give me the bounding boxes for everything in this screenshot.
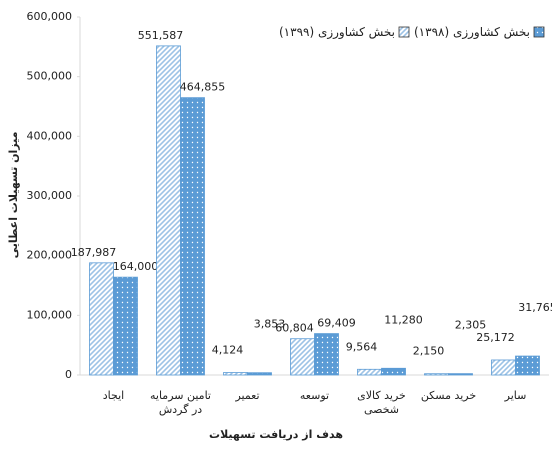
x-tick-label: ایجاد [102, 389, 125, 402]
y-tick-label: 100,000 [27, 308, 73, 321]
value-label: 2,305 [455, 319, 487, 332]
bar [515, 355, 540, 376]
value-label: 69,409 [317, 317, 356, 330]
value-label: 164,000 [113, 260, 159, 273]
bar [357, 368, 382, 376]
bar [424, 373, 449, 376]
value-label: 2,150 [413, 345, 445, 358]
value-label: 464,855 [180, 81, 226, 94]
y-tick-label: 600,000 [27, 10, 73, 23]
x-tick-label: تامین سرمایه در گردش [150, 389, 211, 416]
x-tick-label: خرید کالای شخصی [357, 389, 406, 416]
bar [180, 97, 205, 376]
value-label: 11,280 [384, 313, 423, 326]
value-label: 9,564 [346, 340, 378, 353]
x-tick-label: تعمیر [235, 389, 260, 402]
value-label: 3,853 [254, 318, 286, 331]
bar [491, 359, 516, 376]
bar [223, 372, 248, 376]
x-tick-label: توسعه [299, 389, 330, 402]
bar [156, 45, 181, 376]
y-axis-label: میزان تسهیلات اعطایی [7, 131, 20, 259]
y-tick-label: 200,000 [27, 249, 73, 262]
value-label: 551,587 [138, 29, 184, 42]
value-label: 25,172 [476, 331, 515, 344]
value-label: 187,987 [71, 246, 117, 259]
value-label: 31,765 [518, 301, 552, 314]
bar [314, 333, 339, 376]
bar [113, 276, 138, 376]
x-axis-label: هدف از دریافت تسهیلات [209, 428, 343, 441]
legend-label: بخش کشاورزی (۱۳۹۸) [413, 25, 530, 39]
value-label: 4,124 [212, 344, 244, 357]
value-label: 60,804 [275, 322, 314, 335]
legend-label: بخش کشاورزی (۱۳۹۹) [278, 25, 395, 39]
legend-swatch [533, 26, 545, 38]
bar [247, 372, 272, 376]
bar [290, 338, 315, 376]
x-tick-label: سایر [504, 389, 527, 402]
bar [448, 373, 473, 376]
legend-swatch [398, 26, 410, 38]
y-tick-label: 0 [65, 368, 72, 381]
bar [89, 262, 114, 376]
y-tick-label: 300,000 [27, 189, 73, 202]
x-tick-label: خرید مسکن [420, 389, 477, 402]
y-tick-label: 400,000 [27, 129, 73, 142]
y-tick-label: 500,000 [27, 70, 73, 83]
bar [381, 367, 406, 376]
